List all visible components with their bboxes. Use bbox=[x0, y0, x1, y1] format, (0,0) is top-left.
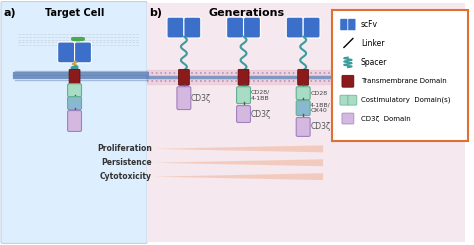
Text: a): a) bbox=[4, 8, 17, 18]
Text: Transmembrane Domain: Transmembrane Domain bbox=[361, 78, 447, 84]
FancyBboxPatch shape bbox=[74, 42, 91, 63]
Text: CD3ζ: CD3ζ bbox=[310, 122, 330, 132]
FancyBboxPatch shape bbox=[68, 84, 82, 97]
FancyBboxPatch shape bbox=[167, 17, 184, 38]
Text: CD28: CD28 bbox=[310, 91, 327, 96]
Text: Linker: Linker bbox=[361, 39, 384, 48]
FancyBboxPatch shape bbox=[178, 69, 189, 85]
FancyBboxPatch shape bbox=[296, 118, 310, 136]
Text: Generations: Generations bbox=[209, 8, 284, 18]
Text: scFv: scFv bbox=[361, 20, 378, 29]
FancyBboxPatch shape bbox=[68, 97, 82, 110]
Text: 2nd: 2nd bbox=[234, 18, 253, 28]
FancyBboxPatch shape bbox=[348, 95, 357, 105]
FancyBboxPatch shape bbox=[58, 42, 74, 63]
FancyBboxPatch shape bbox=[237, 106, 250, 122]
Text: Persistence: Persistence bbox=[101, 158, 152, 167]
Text: CD3ζ: CD3ζ bbox=[191, 94, 211, 103]
FancyBboxPatch shape bbox=[237, 87, 250, 104]
FancyBboxPatch shape bbox=[340, 19, 348, 31]
Text: 1st: 1st bbox=[176, 18, 191, 28]
FancyBboxPatch shape bbox=[1, 2, 147, 243]
FancyBboxPatch shape bbox=[227, 17, 244, 38]
FancyBboxPatch shape bbox=[244, 17, 260, 38]
FancyBboxPatch shape bbox=[296, 101, 310, 116]
Text: CD28/
4-1BB: CD28/ 4-1BB bbox=[250, 90, 270, 100]
FancyBboxPatch shape bbox=[298, 69, 309, 85]
FancyBboxPatch shape bbox=[69, 69, 80, 85]
FancyBboxPatch shape bbox=[286, 17, 303, 38]
Text: Target Cell: Target Cell bbox=[45, 8, 104, 18]
FancyBboxPatch shape bbox=[303, 17, 320, 38]
FancyBboxPatch shape bbox=[68, 110, 82, 132]
FancyBboxPatch shape bbox=[332, 10, 468, 141]
Text: Spacer: Spacer bbox=[361, 58, 387, 67]
Polygon shape bbox=[154, 159, 323, 166]
FancyBboxPatch shape bbox=[342, 75, 354, 87]
Text: CD3ζ  Domain: CD3ζ Domain bbox=[361, 116, 410, 122]
Bar bbox=[147, 3, 465, 242]
Text: Proliferation: Proliferation bbox=[97, 144, 152, 153]
FancyBboxPatch shape bbox=[348, 19, 356, 31]
Text: 4-1BB/
OX40: 4-1BB/ OX40 bbox=[310, 103, 331, 113]
FancyBboxPatch shape bbox=[342, 113, 354, 124]
Text: Costimulatory  Domain(s): Costimulatory Domain(s) bbox=[361, 97, 450, 103]
Text: CD3ζ: CD3ζ bbox=[250, 110, 271, 119]
FancyBboxPatch shape bbox=[184, 17, 201, 38]
FancyBboxPatch shape bbox=[296, 87, 310, 100]
FancyBboxPatch shape bbox=[340, 95, 349, 105]
Polygon shape bbox=[154, 145, 323, 152]
Polygon shape bbox=[154, 173, 323, 180]
Text: b): b) bbox=[149, 8, 162, 18]
FancyBboxPatch shape bbox=[177, 87, 191, 110]
Text: Cytotoxicity: Cytotoxicity bbox=[100, 172, 152, 181]
FancyBboxPatch shape bbox=[238, 69, 249, 85]
Text: 3rd: 3rd bbox=[295, 18, 311, 28]
